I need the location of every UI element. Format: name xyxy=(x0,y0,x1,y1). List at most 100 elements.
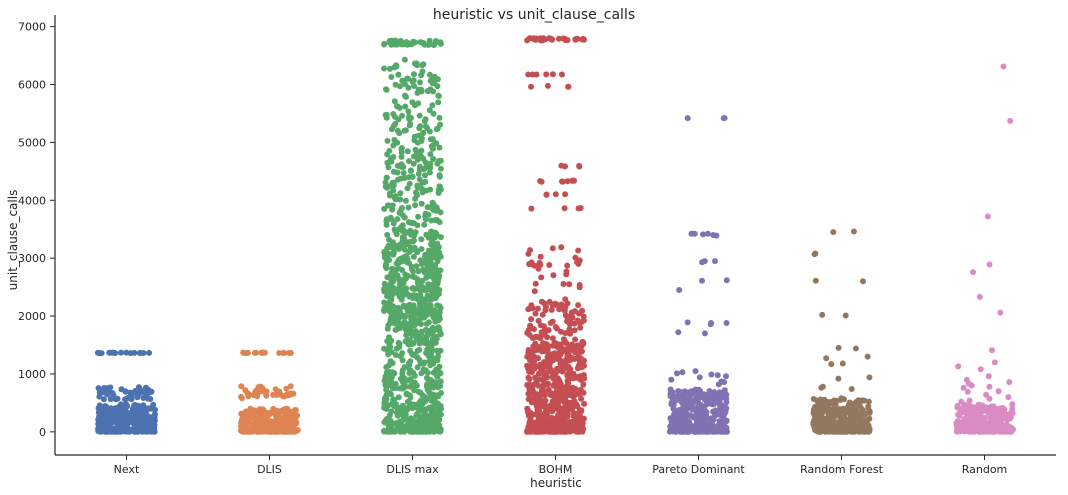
data-point xyxy=(821,400,828,407)
data-point xyxy=(966,397,973,404)
data-point xyxy=(389,202,396,209)
data-point xyxy=(421,221,428,228)
data-point xyxy=(818,384,825,391)
data-point xyxy=(101,389,108,396)
data-point xyxy=(852,411,859,418)
data-point xyxy=(123,349,130,356)
data-point xyxy=(528,385,535,392)
data-point xyxy=(383,221,390,228)
x-axis-title: heuristic xyxy=(530,476,582,490)
data-point xyxy=(239,416,246,423)
data-point xyxy=(131,428,138,435)
data-point xyxy=(991,359,998,366)
data-point xyxy=(851,415,858,422)
data-point xyxy=(276,350,283,356)
data-point xyxy=(244,349,251,356)
data-point xyxy=(407,244,414,251)
data-point xyxy=(536,344,543,350)
data-point xyxy=(256,406,263,413)
data-point xyxy=(668,376,675,383)
data-point xyxy=(954,427,961,434)
data-point xyxy=(272,386,279,393)
data-point xyxy=(401,427,408,434)
data-point xyxy=(278,417,285,424)
data-point xyxy=(418,246,425,252)
data-point xyxy=(398,161,405,168)
data-point xyxy=(146,423,152,430)
data-point xyxy=(418,86,425,93)
data-point xyxy=(119,418,125,425)
data-point xyxy=(963,405,970,412)
data-point xyxy=(289,413,296,419)
data-point xyxy=(528,205,535,212)
data-point xyxy=(532,280,539,287)
data-point xyxy=(680,421,687,427)
data-point xyxy=(850,228,857,235)
data-point xyxy=(569,314,576,321)
data-point xyxy=(429,264,436,271)
data-point xyxy=(417,153,424,160)
x-tick-label: Random Forest xyxy=(800,463,883,476)
data-point xyxy=(563,271,570,278)
data-point xyxy=(437,39,444,46)
data-point xyxy=(723,373,729,380)
data-point xyxy=(532,310,539,317)
data-point xyxy=(430,156,437,162)
data-point xyxy=(430,110,437,117)
data-point xyxy=(409,99,416,106)
data-point xyxy=(422,178,429,185)
data-point xyxy=(383,416,390,423)
data-point xyxy=(407,347,414,354)
data-point xyxy=(696,374,703,381)
data-point xyxy=(829,419,836,426)
data-point xyxy=(381,280,388,287)
data-point xyxy=(535,382,542,389)
data-point xyxy=(543,71,550,78)
data-point xyxy=(390,111,397,117)
data-point xyxy=(260,349,267,356)
data-point xyxy=(388,278,395,285)
data-point xyxy=(292,419,299,426)
data-point xyxy=(406,122,413,129)
data-point xyxy=(825,400,832,407)
data-point xyxy=(721,387,728,394)
data-point xyxy=(395,71,402,78)
data-point xyxy=(383,364,390,371)
data-point xyxy=(409,78,416,85)
data-point xyxy=(581,375,588,382)
data-point xyxy=(530,357,537,363)
data-point xyxy=(562,389,569,396)
data-point xyxy=(717,420,724,427)
data-point xyxy=(683,427,690,434)
data-point xyxy=(548,355,555,362)
data-point xyxy=(538,178,545,185)
data-point xyxy=(723,320,730,326)
data-point xyxy=(111,411,118,418)
data-point xyxy=(419,336,426,343)
data-point xyxy=(417,404,424,411)
data-point xyxy=(836,419,843,426)
data-point xyxy=(544,359,551,366)
data-point xyxy=(674,370,680,377)
data-point xyxy=(690,413,697,420)
data-point xyxy=(400,280,407,286)
data-point xyxy=(534,305,541,312)
data-point xyxy=(819,415,826,422)
data-point xyxy=(411,401,418,408)
data-point xyxy=(416,166,423,173)
data-point xyxy=(571,320,578,327)
data-point xyxy=(118,349,124,356)
data-point xyxy=(406,158,412,165)
data-point xyxy=(968,382,975,389)
data-point xyxy=(420,394,427,401)
data-point xyxy=(434,76,441,83)
data-point xyxy=(415,132,422,139)
data-point xyxy=(700,420,707,427)
data-point xyxy=(550,391,557,398)
data-point xyxy=(556,367,563,374)
data-point xyxy=(977,404,983,411)
data-point xyxy=(395,339,402,346)
data-point xyxy=(426,128,433,135)
data-point xyxy=(419,68,426,75)
data-point xyxy=(435,410,442,417)
